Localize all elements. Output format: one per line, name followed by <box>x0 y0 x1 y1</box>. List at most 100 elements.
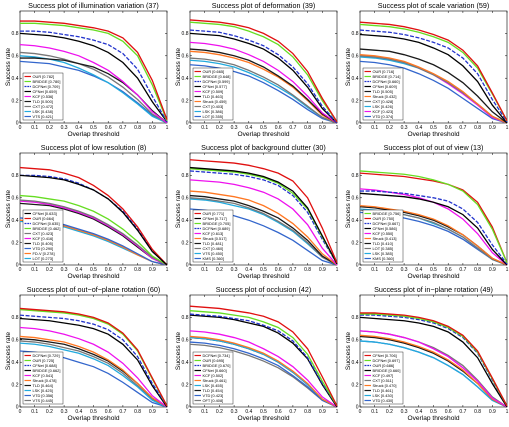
chart-panel-6: Success plot of out of view (13) 0 0.1 0.2 0… <box>345 143 509 280</box>
x-tick-label: 0.8 <box>134 267 141 273</box>
y-tick-label: 0 <box>356 405 359 411</box>
x-tick-label: 0 <box>189 125 192 131</box>
x-tick-label: 0.4 <box>245 267 252 273</box>
legend-entry: BRIDGE [0.648] <box>203 74 231 79</box>
x-tick-label: 0.9 <box>149 125 156 131</box>
x-tick-label: 0.4 <box>415 125 422 131</box>
legend-entry: CFNet [0.717] <box>203 216 227 221</box>
series-line-lsk <box>359 340 508 408</box>
legend-entry: TLD [0.464] <box>33 383 53 388</box>
x-tick-label: 0.5 <box>430 267 437 273</box>
x-tick-label: 0.9 <box>489 409 496 415</box>
x-tick-label: 0.2 <box>216 125 223 131</box>
series-line-cfnet <box>359 33 508 124</box>
legend-entry: CFNet [0.633] <box>33 211 57 216</box>
x-tick-label: 0.4 <box>415 267 422 273</box>
x-tick-label: 0.7 <box>119 125 126 131</box>
x-axis-label: Overlap threshold <box>67 273 119 280</box>
series-line-bridge <box>359 316 508 408</box>
y-tick-label: 0.8 <box>352 173 359 179</box>
legend-entry: BRIDGE [0.462] <box>33 226 61 231</box>
legend-entry: CXT [0.511] <box>373 378 393 383</box>
x-axis-label: Overlap threshold <box>67 131 119 138</box>
legend-entry: OUR [0.686] <box>373 363 395 368</box>
legend-entry: Struck [0.432] <box>373 94 397 99</box>
x-tick-label: 0.1 <box>371 125 378 131</box>
y-tick-label: 0.8 <box>182 173 189 179</box>
y-tick-label: 0.8 <box>12 31 19 37</box>
y-tick-label: 0.6 <box>12 338 19 344</box>
series-line-bridge <box>20 22 168 122</box>
y-tick-label: 0.6 <box>182 54 189 60</box>
series-line-our <box>20 20 168 120</box>
y-tick-label: 0.4 <box>182 76 189 82</box>
series-line-struck <box>189 190 338 266</box>
x-tick-label: 0 <box>359 267 362 273</box>
legend-entry: CXT [0.423] <box>33 231 54 236</box>
y-tick-label: 0.2 <box>182 240 189 246</box>
y-tick-label: 0.4 <box>12 76 19 82</box>
series-line-our <box>360 314 508 407</box>
chart-panel-4: Success plot of low resolution (8) 0 0.1 0.… <box>5 143 169 280</box>
series-line-cfnet <box>19 32 168 123</box>
y-tick-label: 0.6 <box>12 54 19 60</box>
series-line-bridge <box>19 317 168 408</box>
series-line-kcf <box>359 330 508 408</box>
y-tick-label: 0.2 <box>12 240 19 246</box>
y-axis-label: Success rate <box>175 190 182 228</box>
y-tick-label: 0.2 <box>12 382 19 388</box>
legend-entry: CXT [0.472] <box>33 104 54 109</box>
chart-title: Success plot of occlusion (42) <box>216 285 311 294</box>
x-tick-label: 0.7 <box>459 267 466 273</box>
chart-title: Success plot of in−plane rotation (49) <box>374 285 493 294</box>
x-tick-label: 0.9 <box>319 267 326 273</box>
legend: OUR [0.716]BRIDGE [0.714]DCFNet [0.660]C… <box>362 67 404 121</box>
legend-entry: Struck [0.517] <box>203 236 227 241</box>
x-tick-label: 0.5 <box>90 125 97 131</box>
legend-entry: TLD [0.405] <box>33 241 53 246</box>
legend-entry: VTS [0.421] <box>33 114 54 119</box>
y-tick-label: 0.8 <box>182 31 189 37</box>
legend-entry: LSK [0.425] <box>33 388 53 393</box>
legend-entry: DCFNet [0.709] <box>33 84 60 89</box>
x-tick-label: 0.1 <box>371 409 378 415</box>
y-tick-label: 0.4 <box>352 218 359 224</box>
x-tick-label: 0.2 <box>216 267 223 273</box>
legend-entry: DCFNet [0.689] <box>203 226 230 231</box>
x-tick-label: 0 <box>359 125 362 131</box>
legend-entry: OUR [0.664] <box>33 216 55 221</box>
legend: CFNet [0.633]OUR [0.664]DCFNet [0.635]BR… <box>22 209 64 263</box>
series-line-lot <box>189 64 338 124</box>
series-line-tld <box>189 48 338 124</box>
y-tick-label: 0.6 <box>182 338 189 344</box>
series-line-our <box>19 166 168 266</box>
series-line-struck <box>359 204 508 266</box>
y-axis-label: Success rate <box>345 190 352 228</box>
legend-entry: BRIDGE [0.780] <box>33 79 61 84</box>
series-line-kcf <box>189 179 338 266</box>
series-line-struck <box>359 54 508 124</box>
series-line-vts <box>19 340 168 408</box>
x-tick-label: 0 <box>189 267 192 273</box>
series-line-our <box>359 172 508 264</box>
x-axis-label: Overlap threshold <box>67 415 119 422</box>
legend-entry: DCFNet [0.729] <box>33 353 60 358</box>
x-tick-label: 0.5 <box>260 267 267 273</box>
legend-entry: TLD [0.461] <box>373 388 393 393</box>
x-axis-label: Overlap threshold <box>237 131 289 138</box>
legend-entry: TLD [0.410] <box>373 241 393 246</box>
x-tick-label: 0.2 <box>216 409 223 415</box>
x-tick-label: 0.6 <box>445 267 452 273</box>
legend-entry: KCF [0.613] <box>203 231 224 236</box>
x-tick-label: 0.4 <box>415 409 422 415</box>
y-tick-label: 0.4 <box>352 360 359 366</box>
legend-entry: Struck [0.413] <box>373 236 397 241</box>
x-tick-label: 1 <box>336 125 339 131</box>
legend-entry: VTS [0.450] <box>203 251 224 256</box>
legend: BRIDGE [0.756]OUR [0.750]DCFNet [0.667]C… <box>362 209 404 263</box>
x-tick-label: 0.6 <box>275 409 282 415</box>
legend-entry: LOT [0.385] <box>373 246 393 251</box>
y-axis-label: Success rate <box>175 48 182 86</box>
legend-entry: BRIDGE [0.660] <box>373 368 401 373</box>
legend-entry: LSK [0.385] <box>373 251 393 256</box>
